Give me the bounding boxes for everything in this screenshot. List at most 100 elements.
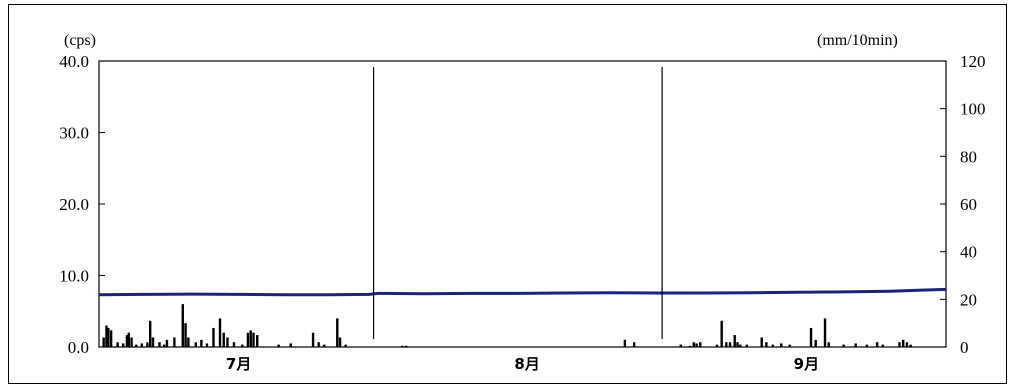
rainfall-bar (725, 342, 728, 347)
rainfall-bar (401, 345, 404, 347)
y-axis-left-unit: (cps) (64, 32, 96, 49)
y-axis-right-unit: (mm/10min) (817, 32, 898, 49)
rainfall-bar (901, 339, 905, 347)
rainfall-bar (289, 343, 292, 347)
rainfall-bar (905, 342, 909, 347)
rainfall-bar (780, 343, 783, 347)
x-month-label: 7月 (226, 355, 251, 373)
y-axis-left: 0.0 10.0 20.0 30.0 40.0 (59, 52, 105, 357)
rainfall-bar (107, 327, 110, 347)
rainfall-bar (632, 342, 636, 347)
count-rate-series-line (98, 287, 947, 297)
rainfall-bar (865, 344, 869, 347)
rainfall-bar (875, 342, 879, 347)
rainfall-bar (823, 318, 827, 347)
rainfall-bar (116, 342, 119, 347)
rainfall-bar (765, 342, 768, 347)
y-axis-right: 0 20 40 60 80 100 120 (940, 52, 986, 357)
rainfall-bar (187, 337, 190, 347)
rainfall-bar (252, 332, 255, 347)
rainfall-bar (194, 342, 197, 347)
rainfall-bar (151, 337, 155, 347)
rainfall-bar (338, 337, 342, 347)
rainfall-bar (135, 344, 138, 347)
y-right-tick-label: 40 (960, 243, 977, 262)
rainfall-bar (122, 343, 125, 347)
rainfall-bar (173, 337, 176, 347)
y-left-tick-label: 30.0 (59, 124, 89, 143)
rainfall-bar (212, 327, 215, 347)
rainfall-bar (404, 345, 408, 347)
rainfall-bar (728, 342, 732, 347)
y-left-tick-label: 10.0 (59, 267, 89, 286)
rainfall-bar (125, 335, 129, 347)
rainfall-bar (623, 339, 627, 347)
y-right-tick-label: 120 (960, 52, 986, 71)
y-right-tick-label: 20 (960, 290, 977, 309)
plot-border (98, 60, 947, 348)
rainfall-bar (827, 342, 830, 347)
rainfall-bar (720, 320, 723, 347)
x-month-label: 9月 (794, 355, 819, 373)
y-right-tick-label: 80 (960, 147, 977, 166)
rainfall-bar (695, 343, 698, 347)
rainfall-bar (699, 342, 702, 347)
rainfall-bar (140, 343, 144, 347)
rainfall-bar (200, 339, 203, 347)
rainfall-bar (745, 344, 749, 347)
rainfall-bar (679, 344, 682, 347)
rainfall-bar (249, 330, 252, 347)
rainfall-bar (317, 342, 320, 347)
rainfall-bar (205, 343, 209, 347)
rainfall-bar (809, 327, 813, 347)
rainfall-bar (771, 344, 775, 347)
rainfall-bar (854, 343, 857, 347)
rainfall-bar (146, 342, 149, 347)
rainfall-bar (760, 337, 763, 347)
rainfall-bar (127, 332, 130, 347)
x-month-label: 8月 (514, 355, 539, 373)
rainfall-bar (898, 342, 901, 347)
y-left-tick-label: 20.0 (59, 195, 89, 214)
rainfall-bar (344, 344, 347, 347)
rainfall-bar (105, 325, 108, 347)
rainfall-bar (692, 342, 695, 347)
rainfall-bar (814, 339, 817, 347)
chart-frame: 0.0 10.0 20.0 30.0 40.0 0 20 40 60 80 100 120 7月 8月… (8, 4, 1007, 384)
rainfall-bar (162, 344, 166, 347)
rainfall-bar (736, 342, 739, 347)
rainfall-bar (842, 344, 845, 347)
plot-area (98, 60, 947, 348)
rainfall-bar (148, 320, 152, 347)
y-right-tick-label: 100 (960, 100, 986, 119)
rainfall-bar (218, 318, 222, 347)
rainfall-series (102, 304, 912, 347)
rainfall-bar (232, 342, 236, 347)
rainfall-bar (165, 339, 169, 347)
rainfall-bar (715, 344, 719, 347)
rainfall-bar (323, 344, 326, 347)
rainfall-bar (181, 304, 184, 347)
rainfall-bar (226, 337, 229, 347)
rainfall-bar (184, 323, 187, 347)
y-left-tick-label: 0.0 (68, 338, 89, 357)
rainfall-bar (241, 344, 244, 347)
rainfall-bar (739, 344, 742, 347)
rainfall-bar (256, 335, 259, 347)
rainfall-bar (102, 337, 105, 347)
x-axis: 7月 8月 9月 (226, 355, 819, 373)
rainfall-bar (788, 344, 791, 347)
y-right-tick-label: 0 (960, 338, 969, 357)
rainfall-bar (109, 330, 113, 347)
month-dividers (372, 67, 663, 339)
chart-svg: 0.0 10.0 20.0 30.0 40.0 0 20 40 60 80 100 120 7月 8月… (59, 32, 986, 373)
rainfall-bar (277, 344, 280, 347)
rainfall-bar (881, 344, 884, 347)
rainfall-bar (222, 332, 225, 347)
rainfall-bar (688, 345, 692, 347)
rainfall-bar (158, 342, 161, 347)
rainfall-bar (733, 335, 736, 347)
y-left-tick-label: 40.0 (59, 52, 89, 71)
rainfall-bar (909, 344, 912, 347)
rainfall-bar (246, 332, 250, 347)
